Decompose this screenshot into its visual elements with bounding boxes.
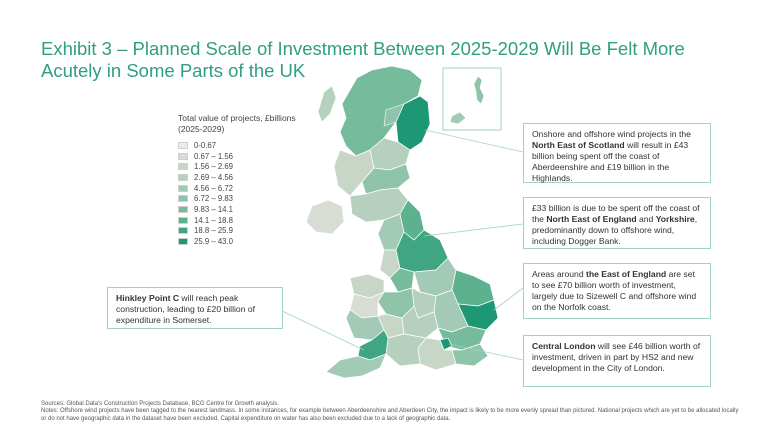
legend-item: 18.8 – 25.9 — [178, 226, 308, 237]
legend-item: 9.83 – 14.1 — [178, 204, 308, 215]
legend-label: 9.83 – 14.1 — [194, 204, 234, 214]
callout-text: £33 billion is due to be spent off the c… — [532, 203, 700, 224]
region-aberdeenshire — [395, 95, 431, 151]
legend-swatch — [178, 141, 188, 149]
region-outer-hebrides — [317, 85, 337, 123]
sources-text: Sources: Global Data's Construction Proj… — [41, 401, 279, 407]
region-northern-ireland — [305, 199, 345, 235]
legend-label: 0-0.67 — [194, 140, 217, 150]
callout-text: will reach peak construction, leading to… — [116, 293, 256, 325]
legend-item: 1.56 – 2.69 — [178, 161, 308, 172]
legend-swatch — [178, 238, 188, 246]
callout-central-london: Central London will see £46 billion wort… — [523, 335, 711, 387]
callout-north-east-england: £33 billion is due to be spent off the c… — [523, 197, 711, 249]
callout-text: will see £46 billion worth of investment… — [532, 341, 701, 373]
legend-swatch — [178, 205, 188, 213]
callout-east-of-england: Areas around the East of England are set… — [523, 263, 711, 319]
region-orkney — [449, 111, 467, 125]
shetland-inset-frame — [442, 67, 502, 131]
legend-item: 4.56 – 6.72 — [178, 183, 308, 194]
callout-emphasis: North East of England — [546, 214, 637, 224]
region-devon-cornwall — [325, 353, 387, 379]
region-manchester — [389, 267, 415, 293]
callout-text: , predominantly down to offshore wind, i… — [532, 214, 698, 246]
legend-title: Total value of projects, £billions (2025… — [178, 113, 296, 134]
legend-rows: 0-0.67 0.67 – 1.56 1.56 – 2.69 2.69 – 4.56 4… — [178, 140, 308, 247]
callout-leader-lines — [279, 129, 524, 361]
map-legend: Total value of projects, £billions (2025… — [178, 113, 308, 247]
callout-emphasis: Hinkley Point C — [116, 293, 180, 303]
legend-label: 4.56 – 6.72 — [194, 183, 234, 193]
callout-text: and — [636, 214, 656, 224]
callout-north-east-scotland: Onshore and offshore wind projects in th… — [523, 123, 711, 183]
legend-swatch — [178, 216, 188, 224]
legend-swatch — [178, 195, 188, 203]
callout-text: Onshore and offshore wind projects in th… — [532, 129, 691, 139]
legend-label: 14.1 – 18.8 — [194, 215, 234, 225]
legend-label: 1.56 – 2.69 — [194, 162, 234, 172]
legend-swatch — [178, 163, 188, 171]
notes-text: Notes: Offshore wind projects have been … — [41, 408, 739, 422]
legend-swatch — [178, 184, 188, 192]
legend-label: 18.8 – 25.9 — [194, 226, 234, 236]
callout-emphasis: the East of England — [585, 269, 667, 279]
footer-notes: Sources: Global Data's Construction Proj… — [41, 401, 741, 423]
legend-item: 2.69 – 4.56 — [178, 172, 308, 183]
callout-emphasis: Central London — [532, 341, 596, 351]
legend-swatch — [178, 152, 188, 160]
callout-emphasis: North East of Scotland — [532, 140, 625, 150]
legend-label: 6.72 – 9.83 — [194, 194, 234, 204]
region-hampshire-wiltshire — [385, 333, 427, 367]
legend-item: 0.67 – 1.56 — [178, 151, 308, 162]
legend-item: 25.9 – 43.0 — [178, 236, 308, 247]
legend-label: 2.69 – 4.56 — [194, 172, 234, 182]
callout-text: Areas around — [532, 269, 586, 279]
callout-text: are set to see £70 billion worth of inve… — [532, 269, 697, 312]
legend-item: 14.1 – 18.8 — [178, 215, 308, 226]
region-norfolk — [451, 269, 495, 307]
region-shetland — [473, 75, 485, 105]
callout-emphasis: Yorkshire — [655, 214, 695, 224]
legend-item: 0-0.67 — [178, 140, 308, 151]
legend-item: 6.72 – 9.83 — [178, 193, 308, 204]
callout-text: will result in £43 billion being spent o… — [532, 140, 689, 183]
legend-label: 0.67 – 1.56 — [194, 151, 234, 161]
legend-label: 25.9 – 43.0 — [194, 237, 234, 247]
legend-swatch — [178, 173, 188, 181]
exhibit-title: Exhibit 3 – Planned Scale of Investment … — [41, 38, 685, 81]
region-moray — [383, 103, 405, 127]
callout-hinkley-point-c: Hinkley Point C will reach peak construc… — [107, 287, 283, 329]
legend-swatch — [178, 227, 188, 235]
